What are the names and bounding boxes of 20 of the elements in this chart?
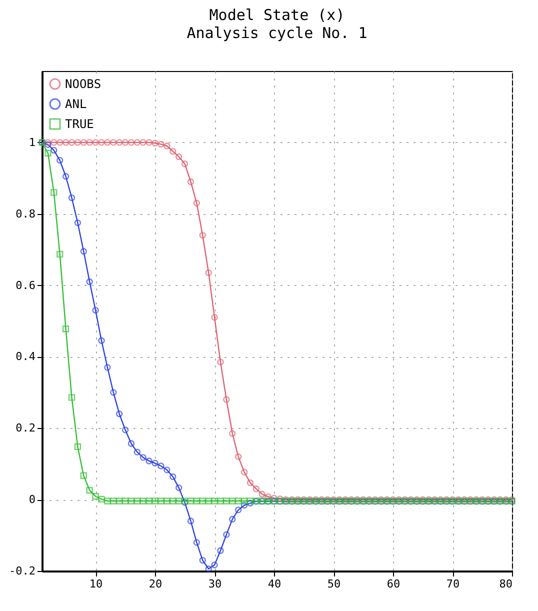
- y-tick-label: 0.2: [16, 422, 36, 435]
- legend-label: TRUE: [65, 117, 94, 131]
- x-tick-label: 30: [208, 578, 222, 590]
- x-tick-label: 60: [386, 578, 400, 590]
- x-tick-label: 50: [327, 578, 341, 590]
- x-tick-label: 70: [446, 578, 460, 590]
- y-tick-label: 0.4: [16, 350, 36, 364]
- x-tick-label: 40: [268, 578, 282, 590]
- chart-title: Model State (x): [209, 6, 345, 24]
- y-tick-label: 1: [28, 136, 36, 149]
- x-tick-label: 80: [499, 578, 512, 590]
- legend-label: NOOBS: [65, 77, 102, 91]
- x-tick-label: 10: [89, 578, 103, 590]
- y-tick-label: 0.8: [16, 207, 36, 220]
- legend-label: ANL: [65, 97, 87, 111]
- chart-subtitle: Analysis cycle No. 1: [186, 24, 368, 42]
- x-tick-label: 20: [148, 578, 162, 590]
- y-tick-label: -0.2: [9, 564, 36, 578]
- y-tick-label: 0: [28, 493, 36, 506]
- y-tick-label: 0.6: [16, 278, 36, 292]
